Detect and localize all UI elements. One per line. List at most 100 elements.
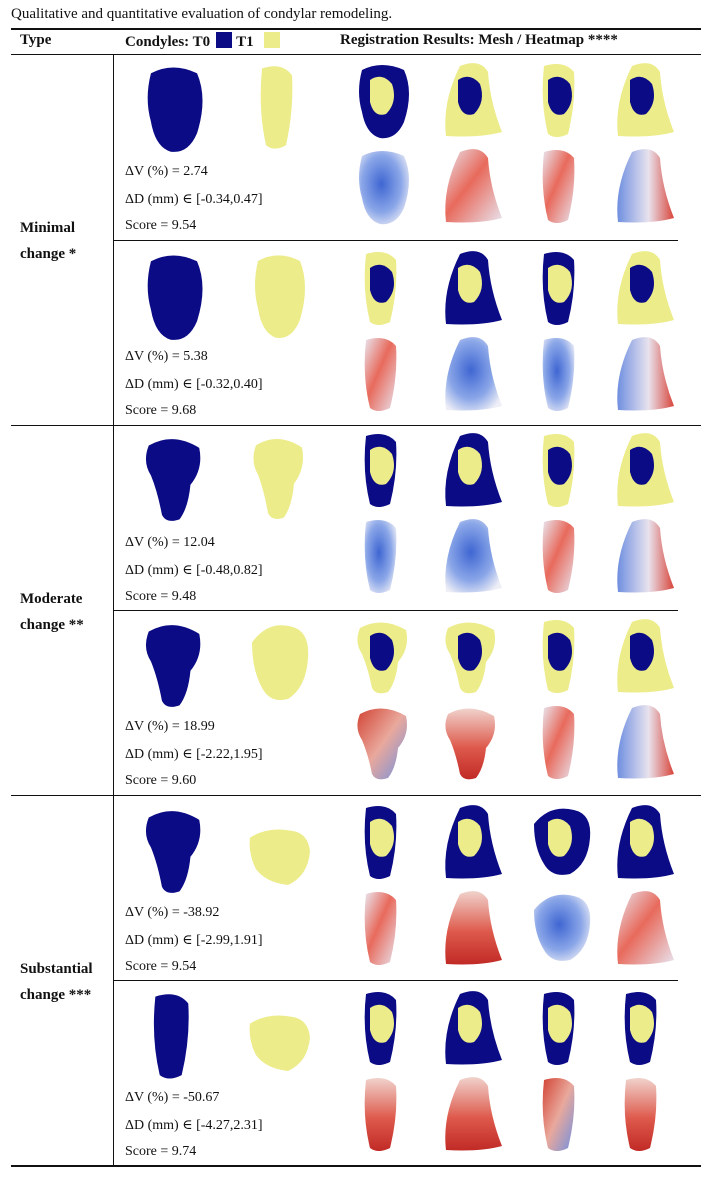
row1-mesh-4 bbox=[617, 63, 674, 137]
overlay-patch bbox=[370, 264, 394, 303]
row5-delta-volume: ΔV (%) = -38.92 bbox=[125, 905, 220, 920]
group-rule-2 bbox=[11, 795, 701, 796]
row5-heatmap-1 bbox=[364, 892, 397, 965]
row1-mesh-3 bbox=[542, 64, 575, 137]
row4-score: Score = 9.60 bbox=[125, 773, 197, 788]
row2-heatmap-3 bbox=[542, 338, 575, 411]
row1-delta-volume: ΔV (%) = 2.74 bbox=[125, 164, 208, 179]
group-label-line1: Minimal bbox=[20, 220, 75, 236]
group-label-moderate: Moderate change ** bbox=[20, 586, 84, 638]
overlay-patch bbox=[548, 264, 572, 303]
row5-mesh-1 bbox=[364, 806, 397, 879]
row2-heatmap-1 bbox=[364, 338, 397, 411]
header-t1-label: T1 bbox=[236, 34, 254, 50]
table-caption: Qualitative and quantitative evaluation … bbox=[11, 6, 393, 22]
row-rule-3 bbox=[113, 980, 678, 981]
group-label-line2: change *** bbox=[20, 987, 92, 1003]
row2-mesh-1 bbox=[364, 252, 397, 325]
row3-t1-condyle bbox=[253, 439, 303, 519]
overlay-patch bbox=[630, 446, 654, 485]
row2-heatmap-2 bbox=[445, 337, 502, 411]
row5-t0-condyle bbox=[145, 811, 201, 893]
group-label-line1: Substantial bbox=[20, 961, 93, 977]
row2-delta-distance: ΔD (mm) ∈ [-0.32,0.40] bbox=[125, 377, 263, 392]
row3-mesh-4 bbox=[617, 433, 674, 507]
row4-delta-volume: ΔV (%) = 18.99 bbox=[125, 719, 215, 734]
row1-heatmap-1 bbox=[359, 151, 409, 225]
group-label-substantial: Substantial change *** bbox=[20, 956, 93, 1008]
row1-heatmap-3 bbox=[542, 150, 575, 223]
header-condyles-label: Condyles: T0 bbox=[125, 34, 211, 50]
row6-mesh-4 bbox=[624, 992, 657, 1065]
overlay-patch bbox=[548, 632, 572, 671]
row2-t1-condyle bbox=[255, 255, 305, 338]
row5-mesh-4 bbox=[617, 805, 674, 879]
row-rule-2 bbox=[113, 610, 678, 611]
overlay-patch bbox=[458, 446, 482, 485]
row3-heatmap-2 bbox=[445, 519, 502, 593]
row2-score: Score = 9.68 bbox=[125, 403, 197, 418]
overlay-patch bbox=[630, 264, 654, 303]
overlay-patch bbox=[458, 76, 482, 115]
row4-mesh-4 bbox=[617, 619, 674, 693]
group-label-line2: change ** bbox=[20, 617, 84, 633]
overlay-patch bbox=[370, 632, 394, 671]
row-rule-1 bbox=[113, 240, 678, 241]
row4-heatmap-4 bbox=[617, 705, 674, 779]
overlay-patch bbox=[630, 632, 654, 671]
row6-heatmap-4 bbox=[624, 1078, 657, 1151]
group-rule-1 bbox=[11, 425, 701, 426]
row5-heatmap-4 bbox=[617, 891, 674, 965]
row6-score: Score = 9.74 bbox=[125, 1144, 197, 1159]
row3-heatmap-3 bbox=[542, 520, 575, 593]
group-label-minimal: Minimal change * bbox=[20, 215, 76, 267]
overlay-patch bbox=[458, 1004, 482, 1043]
row6-t1-condyle bbox=[249, 1015, 310, 1071]
row6-delta-volume: ΔV (%) = -50.67 bbox=[125, 1090, 220, 1105]
row1-t0-condyle bbox=[147, 67, 203, 152]
row4-delta-distance: ΔD (mm) ∈ [-2.22,1.95] bbox=[125, 747, 263, 762]
overlay-patch bbox=[630, 76, 654, 115]
row6-heatmap-3 bbox=[542, 1078, 575, 1151]
row4-heatmap-2 bbox=[445, 708, 495, 780]
row4-mesh-1 bbox=[357, 622, 407, 694]
header-rule bbox=[11, 54, 701, 55]
row1-delta-distance: ΔD (mm) ∈ [-0.34,0.47] bbox=[125, 192, 263, 207]
row4-heatmap-1 bbox=[357, 708, 407, 780]
row1-t1-condyle bbox=[260, 66, 293, 149]
t1-color-swatch bbox=[263, 32, 280, 48]
overlay-patch bbox=[548, 76, 572, 115]
row3-heatmap-1 bbox=[364, 520, 397, 593]
overlay-patch bbox=[370, 818, 394, 857]
row6-mesh-2 bbox=[445, 991, 502, 1065]
row5-score: Score = 9.54 bbox=[125, 959, 197, 974]
top-rule bbox=[11, 28, 701, 30]
row5-delta-distance: ΔD (mm) ∈ [-2.99,1.91] bbox=[125, 933, 263, 948]
row6-mesh-3 bbox=[542, 992, 575, 1065]
row3-t0-condyle bbox=[145, 439, 201, 521]
row2-mesh-2 bbox=[445, 251, 502, 325]
row1-heatmap-2 bbox=[445, 149, 502, 223]
header-registration: Registration Results: Mesh / Heatmap ***… bbox=[340, 32, 618, 48]
overlay-patch bbox=[370, 1004, 394, 1043]
row1-mesh-2 bbox=[445, 63, 502, 137]
overlay-patch bbox=[548, 1004, 572, 1043]
row1-score: Score = 9.54 bbox=[125, 218, 197, 233]
row5-mesh-2 bbox=[445, 805, 502, 879]
t0-color-swatch bbox=[216, 32, 233, 48]
row5-heatmap-3 bbox=[534, 894, 591, 961]
row4-mesh-3 bbox=[542, 620, 575, 693]
row4-mesh-2 bbox=[445, 622, 495, 694]
row4-heatmap-3 bbox=[542, 706, 575, 779]
overlay-patch bbox=[548, 818, 572, 857]
overlay-patch bbox=[458, 632, 482, 671]
overlay-patch bbox=[370, 76, 394, 115]
overlay-patch bbox=[630, 818, 654, 857]
bottom-rule bbox=[11, 1165, 701, 1167]
row1-heatmap-4 bbox=[617, 149, 674, 223]
row1-mesh-1 bbox=[359, 65, 409, 139]
row6-delta-distance: ΔD (mm) ∈ [-4.27,2.31] bbox=[125, 1118, 263, 1133]
row6-t0-condyle bbox=[153, 994, 189, 1079]
overlay-patch bbox=[458, 264, 482, 303]
row5-t1-condyle bbox=[249, 829, 310, 885]
